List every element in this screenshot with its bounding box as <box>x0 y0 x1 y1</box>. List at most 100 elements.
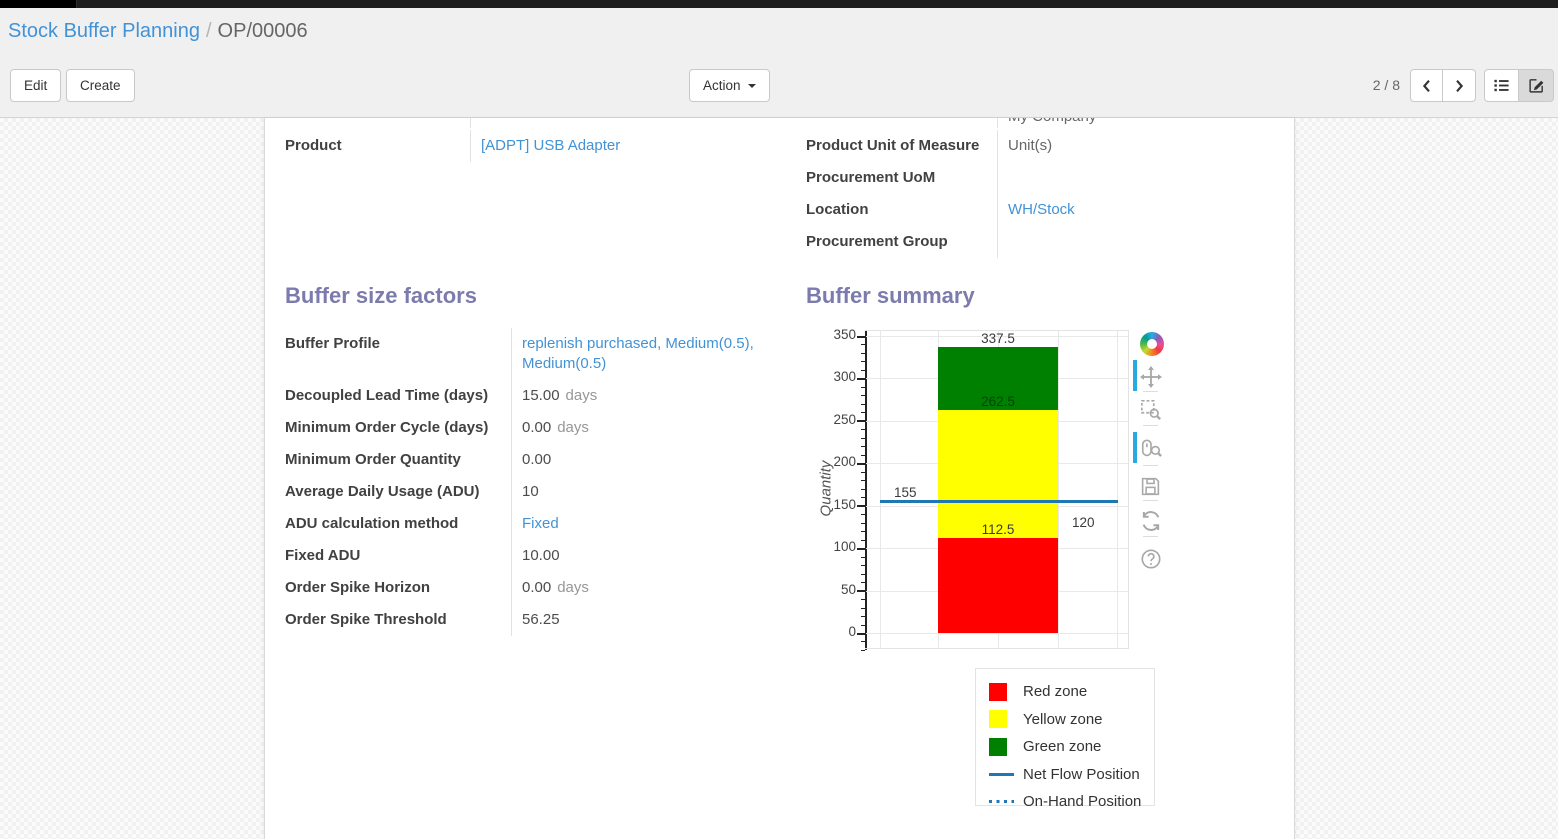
field-label: Order Spike Horizon <box>285 579 431 596</box>
legend-label: On-Hand Position <box>1023 793 1142 811</box>
legend-label: Net Flow Position <box>1023 765 1140 783</box>
breadcrumb-separator: / <box>205 20 212 42</box>
y-major-tick-50 <box>857 590 865 593</box>
annotation-337.5: 337.5 <box>981 330 1015 346</box>
clipped-company-value <box>470 118 765 128</box>
y-tick-label-100: 100 <box>833 539 856 555</box>
field-group-product: Product [ADPT] USB Adapter <box>285 118 765 162</box>
view-switcher <box>1484 69 1554 102</box>
bar-segment-green-zone <box>938 346 1058 411</box>
toolbar-divider <box>1143 536 1158 537</box>
action-label: Action <box>703 78 741 93</box>
legend-item-net-flow-position: Net Flow Position <box>989 761 1148 789</box>
top-menu-active-tab[interactable] <box>0 0 77 8</box>
y-minor-tick <box>861 454 865 456</box>
y-tick-label-350: 350 <box>833 327 856 342</box>
field-group-buffer-factors: Buffer Profile replenish purchased, Mediu… <box>285 328 767 636</box>
form-view-button[interactable] <box>1519 69 1554 102</box>
y-minor-tick <box>861 412 865 414</box>
y-minor-tick <box>861 497 865 499</box>
field-value: 0.00 days <box>511 572 767 604</box>
field-label: Minimum Order Quantity <box>285 451 461 468</box>
y-minor-tick <box>861 429 865 431</box>
annotation-155: 155 <box>894 485 917 501</box>
top-menu-bar <box>0 0 1558 8</box>
toolbar-divider <box>1143 425 1158 426</box>
buffer-summary-chart: Quantity 0 50 100 150 200 250 300 350 337.5 262.5… <box>806 327 1280 814</box>
y-tick-label-0: 0 <box>848 624 856 639</box>
pager-nav <box>1410 69 1476 102</box>
y-major-tick-150 <box>857 505 865 508</box>
create-button[interactable]: Create <box>66 69 135 102</box>
pan-tool-icon[interactable] <box>1140 366 1164 390</box>
y-minor-tick <box>861 386 865 388</box>
section-title-buffer-summary: Buffer summary <box>806 283 975 308</box>
field-value: 0.00 days <box>511 412 767 444</box>
clipped-row-label <box>806 118 997 130</box>
field-value-text: 15.00 <box>522 387 560 404</box>
field-label: Procurement Group <box>806 233 948 250</box>
breadcrumb-parent-link[interactable]: Stock Buffer Planning <box>8 20 200 42</box>
y-minor-tick <box>861 616 865 618</box>
square-swatch-icon <box>989 737 1015 756</box>
reset-tool-icon[interactable] <box>1140 510 1164 534</box>
field-label: Order Spike Threshold <box>285 611 447 628</box>
field-label: Average Daily Usage (ADU) <box>285 483 480 500</box>
line-swatch-icon <box>989 772 1015 776</box>
y-minor-tick <box>861 624 865 626</box>
field-label: Decoupled Lead Time (days) <box>285 387 489 404</box>
gridline-y-350 <box>866 336 1128 337</box>
bar-segment-yellow-zone <box>938 410 1058 538</box>
y-minor-tick <box>861 437 865 439</box>
field-value-link[interactable]: [ADPT] USB Adapter <box>481 137 621 154</box>
save-tool-icon[interactable] <box>1140 476 1164 500</box>
y-minor-tick <box>861 446 865 448</box>
field-value-link[interactable]: WH/Stock <box>1008 201 1075 218</box>
active-tool-indicator <box>1133 360 1137 391</box>
gridline-x-3 <box>1058 330 1059 648</box>
y-minor-tick <box>861 395 865 397</box>
y-tick-label-200: 200 <box>833 454 856 470</box>
bar-segment-red-zone <box>938 537 1058 633</box>
legend-label: Yellow zone <box>1023 710 1103 728</box>
line-net-flow-position <box>880 499 1118 503</box>
list-view-button[interactable] <box>1484 69 1519 102</box>
pager-next-button[interactable] <box>1443 69 1476 102</box>
action-dropdown-button[interactable]: Action <box>689 69 770 102</box>
chart-y-axis-line <box>865 330 867 650</box>
y-tick-label-50: 50 <box>840 581 856 597</box>
field-value-link[interactable]: Fixed <box>522 515 559 532</box>
pager-previous-button[interactable] <box>1410 69 1443 102</box>
toolbar-divider <box>1143 500 1158 501</box>
y-minor-tick <box>861 369 865 371</box>
help-tool-icon[interactable] <box>1140 548 1164 572</box>
field-value: [ADPT] USB Adapter <box>470 130 765 162</box>
field-label: Location <box>806 201 869 218</box>
field-value-text: 0.00 <box>522 451 552 468</box>
dotted-line-swatch-icon <box>989 800 1015 804</box>
box-zoom-tool-icon[interactable] <box>1140 399 1164 423</box>
field-unit-suffix: days <box>557 419 589 436</box>
annotation-120: 120 <box>1072 515 1095 531</box>
wheel-zoom-tool-icon[interactable] <box>1140 438 1164 462</box>
y-minor-tick <box>861 531 865 533</box>
field-value: 10 <box>511 476 767 508</box>
bokeh-toolbar <box>1133 328 1173 588</box>
field-label: Product <box>285 137 342 154</box>
field-value: 10.00 <box>511 540 767 572</box>
field-value <box>997 162 1276 194</box>
field-value-link[interactable]: replenish purchased, Medium(0.5), Medium… <box>522 335 754 372</box>
y-tick-label-250: 250 <box>833 411 856 427</box>
field-label: Fixed ADU <box>285 547 361 564</box>
form-view-background: Product [ADPT] USB Adapter My Company Prod… <box>0 118 1558 839</box>
bokeh-logo[interactable] <box>1140 332 1164 356</box>
legend-item-red-zone: Red zone <box>989 678 1148 706</box>
y-major-tick-100 <box>857 547 865 550</box>
edit-button[interactable]: Edit <box>10 69 62 102</box>
y-minor-tick <box>861 344 865 346</box>
field-value-text: Unit(s) <box>1008 137 1053 154</box>
field-group-procurement: My Company Product Unit of Measure Unit(s)… <box>806 118 1276 258</box>
y-major-tick-300 <box>857 377 865 380</box>
y-minor-tick <box>861 607 865 609</box>
annotation-112.5: 112.5 <box>981 521 1015 537</box>
